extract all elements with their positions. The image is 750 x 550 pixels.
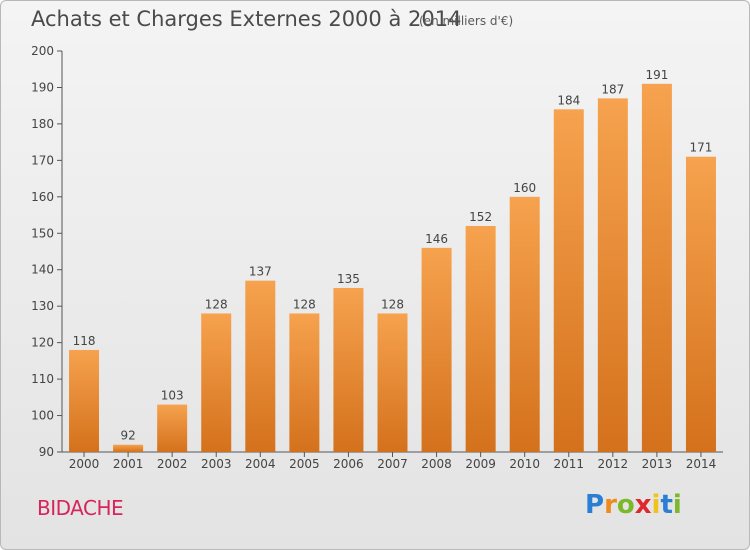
bar-value-label: 184: [557, 93, 580, 107]
x-tick-label: 2012: [598, 457, 629, 471]
bar-2008: [421, 247, 452, 452]
x-tick-label: 2004: [245, 457, 276, 471]
brand-letter: i: [651, 490, 661, 520]
brand-letter: P: [585, 490, 605, 520]
x-tick-label: 2006: [333, 457, 364, 471]
bar-value-label: 171: [690, 141, 713, 155]
y-tick-label: 110: [31, 372, 54, 386]
bar-value-label: 187: [601, 82, 624, 96]
x-tick-label: 2010: [509, 457, 540, 471]
bar-2002: [157, 404, 188, 452]
bar-value-label: 160: [513, 181, 536, 195]
y-tick-label: 120: [31, 336, 54, 350]
x-tick-label: 2005: [289, 457, 320, 471]
x-tick-label: 2002: [157, 457, 188, 471]
brand-letter: x: [634, 490, 652, 520]
bar-2011: [553, 109, 584, 452]
x-tick-label: 2001: [113, 457, 144, 471]
y-tick-label: 100: [31, 409, 54, 423]
y-tick-label: 170: [31, 153, 54, 167]
bar-2014: [685, 156, 716, 452]
x-tick-label: 2014: [686, 457, 717, 471]
bar-2003: [201, 313, 232, 452]
bar-value-label: 146: [425, 232, 448, 246]
x-tick-label: 2008: [421, 457, 452, 471]
brand-letter: o: [616, 490, 635, 520]
x-tick-label: 2000: [69, 457, 100, 471]
bar-2006: [333, 287, 364, 452]
bar-2001: [113, 444, 144, 452]
bar-value-label: 152: [469, 210, 492, 224]
bar-value-label: 191: [645, 68, 668, 82]
bar-2012: [597, 98, 628, 453]
y-tick-label: 190: [31, 80, 54, 94]
bar-2013: [641, 83, 672, 453]
x-tick-label: 2009: [465, 457, 496, 471]
brand-logo: Proxiti: [585, 490, 682, 520]
chart-subtitle: (en milliers d'€): [419, 14, 514, 28]
bar-value-label: 128: [293, 297, 316, 311]
bar-2007: [377, 313, 408, 452]
bar-2000: [69, 349, 100, 452]
bar-value-label: 128: [205, 297, 228, 311]
y-tick-label: 150: [31, 226, 54, 240]
bar-value-label: 128: [381, 297, 404, 311]
x-tick-label: 2011: [553, 457, 584, 471]
bar-value-label: 118: [73, 334, 96, 348]
bar-value-label: 92: [120, 429, 135, 443]
chart-title: Achats et Charges Externes 2000 à 2014: [31, 7, 462, 31]
x-tick-label: 2003: [201, 457, 232, 471]
brand-letter: i: [672, 490, 682, 520]
bar-2010: [509, 196, 540, 452]
x-tick-label: 2013: [642, 457, 673, 471]
location-label: BIDACHE: [37, 496, 124, 520]
bar-value-label: 135: [337, 272, 360, 286]
y-tick-label: 90: [39, 445, 54, 459]
bar-value-label: 103: [161, 389, 184, 403]
y-tick-label: 140: [31, 263, 54, 277]
brand-letter: r: [604, 490, 617, 520]
bar-2005: [289, 313, 320, 452]
y-tick-label: 180: [31, 117, 54, 131]
x-tick-label: 2007: [377, 457, 408, 471]
y-tick-label: 130: [31, 299, 54, 313]
bar-2004: [245, 280, 276, 452]
bar-value-label: 137: [249, 265, 272, 279]
brand-letter: t: [660, 490, 673, 520]
bar-2009: [465, 225, 496, 452]
y-tick-label: 200: [31, 44, 54, 58]
y-tick-label: 160: [31, 190, 54, 204]
